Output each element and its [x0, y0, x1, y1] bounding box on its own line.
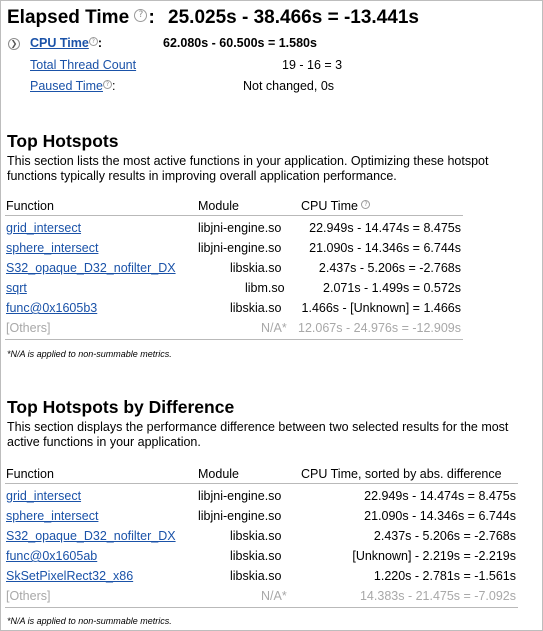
column-header-cpu-time[interactable]: CPU Time ?	[301, 199, 371, 213]
function-link[interactable]: func@0x1605ab	[6, 549, 98, 563]
column-header-function[interactable]: Function	[6, 467, 54, 481]
cpu-time-cell: 21.090s - 14.346s = 6.744s	[364, 509, 516, 523]
module-cell: N/A*	[261, 589, 287, 603]
table-footer-divider	[5, 339, 463, 344]
table-row: S32_opaque_D32_nofilter_DX libskia.so 2.…	[5, 259, 463, 279]
paused-time-colon: :	[111, 79, 116, 93]
cpu-time-cell: 2.437s - 5.206s = -2.768s	[373, 529, 516, 543]
function-link[interactable]: S32_opaque_D32_nofilter_DX	[6, 529, 176, 543]
table-footer-divider	[5, 607, 518, 612]
metric-label-cpu-time: CPU Time?:	[30, 36, 102, 50]
top-hotspots-table: Function Module CPU Time ? grid_intersec…	[5, 197, 463, 344]
metric-label-paused-time: Paused Time?:	[30, 79, 115, 93]
function-link[interactable]: sphere_intersect	[6, 241, 99, 255]
cpu-time-cell: 22.949s - 14.474s = 8.475s	[364, 489, 516, 503]
cpu-time-cell: 1.466s - [Unknown] = 1.466s	[301, 301, 461, 315]
cpu-time-cell: 14.383s - 21.475s = -7.092s	[359, 589, 516, 603]
metric-value-paused-time: Not changed, 0s	[243, 79, 335, 93]
table-row-others: [Others] N/A* 12.067s - 24.976s = -12.90…	[5, 319, 463, 339]
cpu-time-cell: 2.071s - 1.499s = 0.572s	[323, 281, 461, 295]
help-icon[interactable]: ?	[102, 80, 112, 89]
function-link[interactable]: func@0x1605b3	[6, 301, 98, 315]
cpu-time-cell: [Unknown] - 2.219s = -2.219s	[352, 549, 516, 563]
table-row: grid_intersect libjni-engine.so 22.949s …	[5, 219, 463, 239]
column-header-module[interactable]: Module	[198, 199, 239, 213]
others-label: [Others]	[6, 321, 51, 335]
module-cell: libskia.so	[230, 301, 282, 315]
function-link[interactable]: SkSetPixelRect32_x86	[6, 569, 134, 583]
others-label: [Others]	[6, 589, 51, 603]
table-row: func@0x1605b3 libskia.so 1.466s - [Unkno…	[5, 299, 463, 319]
thread-count-link[interactable]: Total Thread Count	[30, 58, 137, 72]
module-cell: N/A*	[261, 321, 287, 335]
table-row: func@0x1605ab libskia.so [Unknown] - 2.2…	[5, 547, 518, 567]
help-icon[interactable]: ?	[361, 200, 371, 209]
module-cell: libjni-engine.so	[198, 509, 282, 523]
elapsed-time-value: 25.025s - 38.466s = -13.441s	[168, 7, 419, 28]
metric-value-cpu-time: 62.080s - 60.500s = 1.580s	[163, 36, 317, 50]
metric-value-thread-count: 19 - 16 = 3	[282, 58, 343, 72]
column-header-function[interactable]: Function	[6, 199, 54, 213]
cpu-time-cell: 22.949s - 14.474s = 8.475s	[309, 221, 461, 235]
table-row: sphere_intersect libjni-engine.so 21.090…	[5, 239, 463, 259]
cpu-time-cell: 21.090s - 14.346s = 6.744s	[309, 241, 461, 255]
top-hotspots-by-difference-table: Function Module CPU Time, sorted by abs.…	[5, 465, 518, 612]
metric-row-thread-count: Total Thread Count 19 - 16 = 3	[7, 58, 537, 76]
elapsed-colon: :	[148, 7, 155, 28]
module-cell: libjni-engine.so	[198, 221, 282, 235]
elapsed-time-header: Elapsed Time ?: 25.025s - 38.466s = -13.…	[7, 7, 419, 29]
section-title-top-hotspots-by-difference: Top Hotspots by Difference	[7, 397, 235, 417]
module-cell: libskia.so	[230, 569, 282, 583]
cpu-time-link[interactable]: CPU Time	[30, 36, 89, 50]
module-cell: libjni-engine.so	[198, 241, 282, 255]
metric-label-thread-count: Total Thread Count	[30, 58, 136, 72]
cpu-time-cell: 12.067s - 24.976s = -12.909s	[298, 321, 461, 335]
function-link[interactable]: grid_intersect	[6, 489, 82, 503]
paused-time-link[interactable]: Paused Time	[30, 79, 103, 93]
table-row: sphere_intersect libjni-engine.so 21.090…	[5, 507, 518, 527]
table-header: Function Module CPU Time ?	[5, 197, 463, 216]
expand-arrow-icon[interactable]: ❯	[8, 38, 20, 50]
function-link[interactable]: grid_intersect	[6, 221, 82, 235]
function-link[interactable]: sqrt	[6, 281, 27, 295]
help-icon[interactable]: ?	[88, 37, 98, 46]
section-description-top-hotspots: This section lists the most active funct…	[7, 154, 489, 183]
metric-row-cpu-time: ❯ CPU Time?: 62.080s - 60.500s = 1.580s	[7, 36, 537, 54]
help-icon[interactable]: ?	[134, 9, 148, 22]
table-header: Function Module CPU Time, sorted by abs.…	[5, 465, 518, 484]
module-cell: libjni-engine.so	[198, 489, 282, 503]
table-row-others: [Others] N/A* 14.383s - 21.475s = -7.092…	[5, 587, 518, 607]
metric-row-paused-time: Paused Time?: Not changed, 0s	[7, 79, 537, 97]
cpu-time-cell: 1.220s - 2.781s = -1.561s	[373, 569, 516, 583]
column-header-module[interactable]: Module	[198, 467, 239, 481]
table-row: S32_opaque_D32_nofilter_DX libskia.so 2.…	[5, 527, 518, 547]
cpu-time-cell: 2.437s - 5.206s = -2.768s	[318, 261, 461, 275]
module-cell: libskia.so	[230, 529, 282, 543]
function-link[interactable]: sphere_intersect	[6, 509, 99, 523]
cpu-time-colon: :	[97, 36, 102, 50]
function-link[interactable]: S32_opaque_D32_nofilter_DX	[6, 261, 176, 275]
section-title-top-hotspots: Top Hotspots	[7, 131, 119, 151]
module-cell: libskia.so	[230, 261, 282, 275]
table-row: grid_intersect libjni-engine.so 22.949s …	[5, 487, 518, 507]
table-row: SkSetPixelRect32_x86 libskia.so 1.220s -…	[5, 567, 518, 587]
na-footnote: *N/A is applied to non-summable metrics.	[7, 349, 172, 359]
table-row: sqrt libm.so 2.071s - 1.499s = 0.572s	[5, 279, 463, 299]
module-cell: libm.so	[245, 281, 285, 295]
column-header-cpu-time-sorted[interactable]: CPU Time, sorted by abs. difference	[301, 467, 502, 481]
elapsed-time-label: Elapsed Time	[7, 7, 130, 28]
module-cell: libskia.so	[230, 549, 282, 563]
section-description-top-hotspots-by-difference: This section displays the performance di…	[7, 420, 509, 449]
na-footnote: *N/A is applied to non-summable metrics.	[7, 616, 172, 626]
